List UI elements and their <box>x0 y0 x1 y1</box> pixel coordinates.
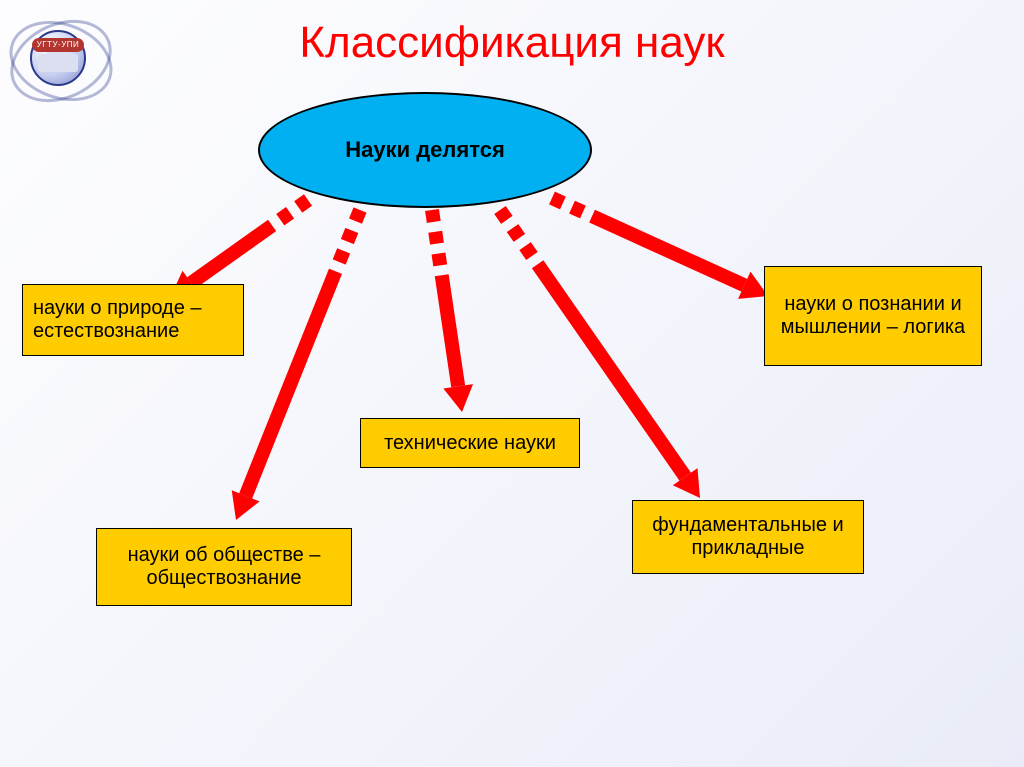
box-logic: науки о познании и мышлении – логика <box>764 266 982 366</box>
slide-title: Классификация наук <box>0 18 1024 68</box>
root-ellipse: Науки делятся <box>258 92 592 208</box>
box-society: науки об обществе – обществознание <box>96 528 352 606</box>
box-tech: технические науки <box>360 418 580 468</box>
box-nature: науки о природе – естествознание <box>22 284 244 356</box>
slide: УГТУ-УПИ Классификация наук Науки делятс… <box>0 0 1024 767</box>
root-ellipse-label: Науки делятся <box>345 137 505 163</box>
box-fund: фундаментальные и прикладные <box>632 500 864 574</box>
